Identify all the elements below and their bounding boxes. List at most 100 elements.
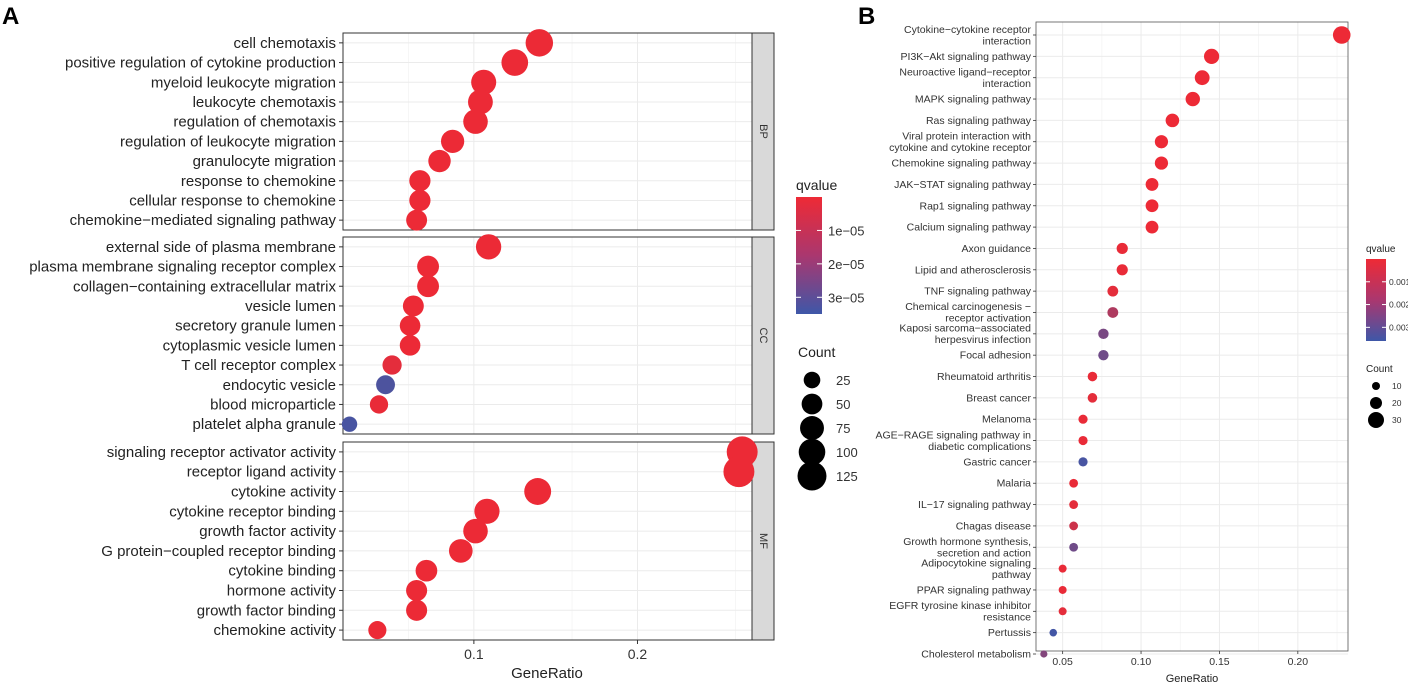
term-label: Pertussis [988,627,1031,639]
panel-a-x-axis-title: GeneRatio [511,665,583,682]
term-label: MAPK signaling pathway [915,94,1032,106]
data-point [399,315,421,336]
data-point [471,69,497,95]
term-label: JAK−STAT signaling pathway [894,179,1032,191]
data-point [409,189,431,212]
data-point [1107,307,1119,318]
data-point [1194,70,1210,86]
data-point [1116,264,1128,276]
term-label: Lipid and atherosclerosis [915,264,1031,276]
x-tick-label: 0.20 [1288,656,1309,668]
panel-a-count-legend-title: Count [798,344,835,360]
data-point [1185,91,1200,107]
term-label: Calcium signaling pathway [907,222,1032,234]
term-label: AGE−RAGE signaling pathway in diabetic co… [875,429,1031,453]
data-point [399,335,421,356]
panel-a-qvalue-legend-title: qvalue [796,177,837,193]
term-label: cellular response to chemokine [129,192,336,209]
colorbar-tick-label: 1e−05 [828,223,865,238]
size-legend-dot [797,461,827,491]
term-label: EGFR tyrosine kinase inhibitor resistance [889,600,1031,624]
term-label: cytokine activity [231,484,337,501]
panel-a-go-enrichment-plot: BP cell chemotaxis positive regulation of … [29,29,775,662]
term-label: Cholesterol metabolism [921,649,1031,661]
data-point [723,456,755,488]
term-label: Ras signaling pathway [926,115,1032,127]
facet-strip-mf [751,441,775,641]
term-label: external side of plasma membrane [106,239,336,256]
facet-strip-label: CC [757,328,769,344]
panel-b-count-legend-title: Count [1366,364,1393,375]
data-point [1332,26,1351,44]
data-point [341,416,358,432]
data-point [1058,607,1067,616]
colorbar-tick-label: 2e−05 [828,257,865,272]
data-point [1116,242,1128,255]
data-point [463,109,488,134]
size-legend-dot [1370,397,1382,409]
data-point [474,498,500,524]
panel-b-kegg-enrichment-plot: Cytokine−cytokine receptor interaction PI3… [875,21,1351,668]
colorbar-tick-label: 0.003 [1389,322,1408,332]
data-point [440,129,465,153]
data-point [415,559,438,582]
panel-b-x-axis-title: GeneRatio [1166,673,1219,685]
term-label: Rap1 signaling pathway [920,200,1032,212]
term-label: response to chemokine [181,173,336,190]
data-point [1069,500,1079,509]
term-label: PPAR signaling pathway [917,584,1032,596]
data-point [1078,457,1088,467]
panel-b-qvalue-legend-title: qvalue [1366,244,1396,255]
data-point [417,275,439,298]
x-tick-label: 0.10 [1131,656,1152,668]
size-legend-label: 75 [836,421,850,436]
data-point [1040,650,1048,658]
size-legend-label: 125 [836,469,858,484]
term-label: Rheumatoid arthritis [937,371,1031,383]
colorbar-tick-label: 0.002 [1389,300,1408,310]
data-point [1165,113,1180,128]
size-legend-label: 50 [836,397,850,412]
size-legend-label: 25 [836,373,850,388]
data-point [1087,371,1098,382]
term-label: IL−17 signaling pathway [918,499,1032,511]
colorbar-tick-label: 3e−05 [828,290,865,305]
data-point [1078,414,1088,424]
data-point [1058,585,1067,594]
term-label: platelet alpha granule [193,416,336,433]
data-point [406,209,428,231]
data-point [417,255,439,278]
size-legend-dot [1368,412,1384,428]
term-label: cell chemotaxis [233,35,336,52]
size-legend-label: 10 [1392,381,1402,391]
term-label: growth factor activity [199,523,336,540]
data-point [501,49,529,76]
data-point [1154,135,1169,149]
data-point [1049,628,1058,637]
plot-background [1036,22,1348,651]
data-point [475,234,502,260]
data-point [428,149,451,173]
term-label: receptor ligand activity [187,464,337,481]
term-label: Chagas disease [956,520,1031,532]
size-legend-label: 20 [1392,398,1402,408]
term-label: myeloid leukocyte migration [151,74,336,91]
term-label: positive regulation of cytokine producti… [65,55,336,72]
facet-strip-label: BP [757,124,769,139]
data-point [463,518,488,544]
data-point [406,599,428,621]
data-point [1087,393,1098,403]
panel-a-legend: qvalue Count 1e−05 2e−05 3e−05 25 50 75 100 125 [796,177,865,491]
term-label: cytoplasmic vesicle lumen [163,337,336,354]
data-point [1098,328,1109,340]
data-point [1058,564,1067,573]
data-point [1145,199,1159,213]
term-label: PI3K−Akt signaling pathway [901,51,1032,63]
data-point [1069,478,1079,488]
term-label: signaling receptor activator activity [107,444,337,461]
term-label: Malaria [997,478,1032,490]
term-label: cytokine receptor binding [169,503,336,520]
term-label: granulocyte migration [193,153,336,170]
size-legend-dot [1372,382,1380,390]
